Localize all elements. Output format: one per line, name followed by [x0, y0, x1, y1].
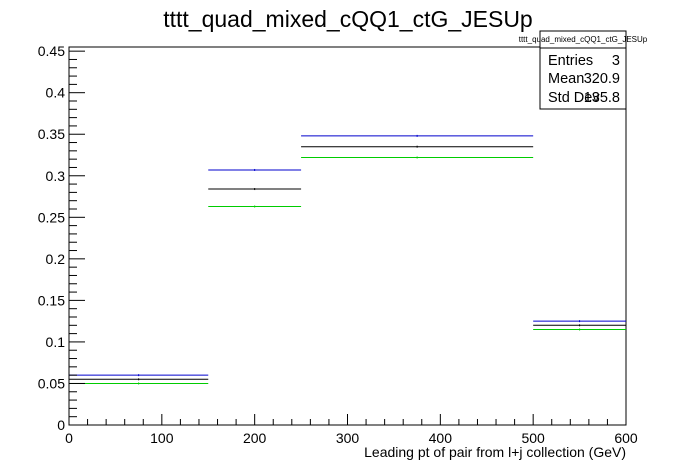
y-tick-label: 0.25	[38, 209, 65, 225]
x-tick-label: 300	[336, 430, 360, 446]
y-tick-label: 0	[57, 417, 65, 433]
x-tick-label: 0	[65, 430, 73, 446]
stats-entries-label: Entries	[548, 53, 593, 69]
y-tick-label: 0.2	[46, 251, 66, 267]
stats-mean-label: Mean	[548, 71, 584, 87]
stats-entries-value: 3	[612, 53, 620, 69]
y-tick-label: 0.3	[46, 168, 66, 184]
y-tick-label: 0.35	[38, 126, 65, 142]
stats-box-title: tttt_quad_mixed_cQQ1_ctG_JESUp	[519, 35, 648, 44]
stats-stddev-label: Std Dev	[548, 90, 600, 106]
stats-box-frame	[539, 30, 627, 110]
stats-mean-value: 320.9	[584, 71, 620, 87]
x-tick-label: 100	[150, 430, 174, 446]
x-tick-label: 600	[614, 430, 638, 446]
series-layer	[69, 134, 626, 385]
x-axis-title: Leading pt of pair from l+j collection (…	[364, 444, 626, 460]
y-tick-label: 0.15	[38, 292, 65, 308]
x-tick-label: 500	[521, 430, 545, 446]
axis-layer: 0 100 200 300 400 500 600 0 0.05 0.1 0.15 0.2 0.25 0.…	[38, 43, 638, 446]
y-tick-label: 0.05	[38, 375, 65, 391]
stats-stddev-value: 135.8	[584, 90, 620, 106]
y-tick-label: 0.1	[46, 334, 66, 350]
stats-box: tttt_quad_mixed_cQQ1_ctG_JESUp Entries 3…	[519, 30, 648, 110]
chart-title: tttt_quad_mixed_cQQ1_ctG_JESUp	[163, 6, 532, 32]
x-tick-label: 200	[243, 430, 267, 446]
x-tick-label: 400	[429, 430, 453, 446]
y-tick-label: 0.4	[46, 85, 66, 101]
y-tick-label: 0.45	[38, 43, 65, 59]
